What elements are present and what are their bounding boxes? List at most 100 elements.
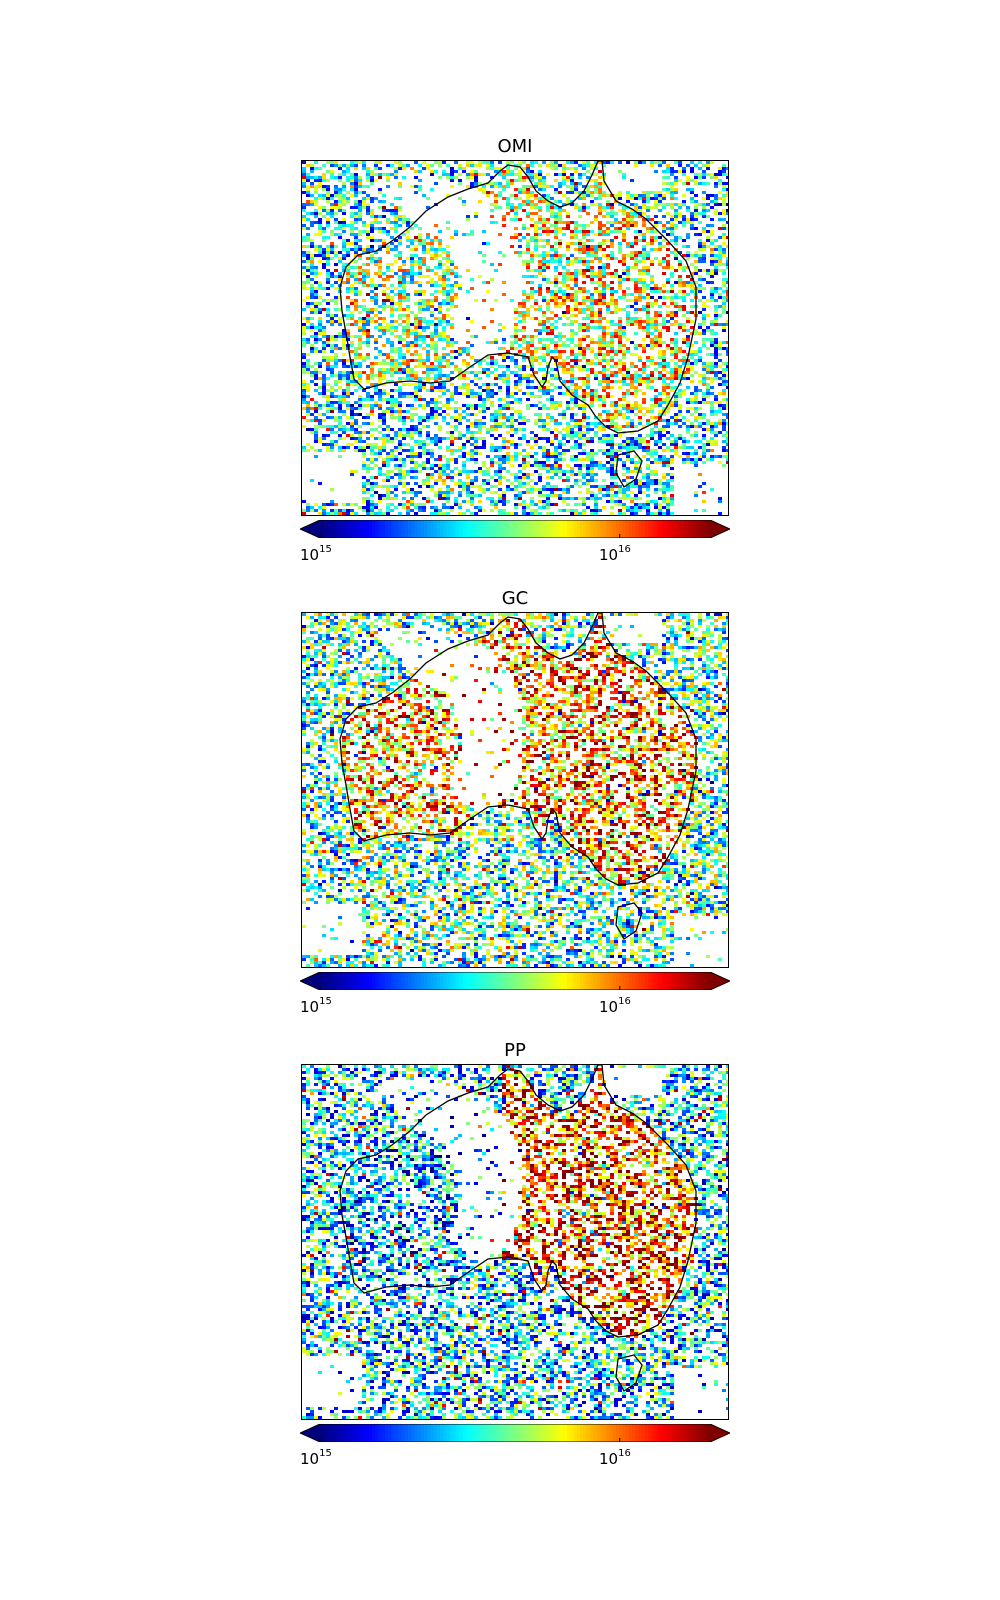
heatmap-cell <box>322 164 326 167</box>
heatmap-cell <box>706 326 710 329</box>
heatmap-cell <box>326 224 330 227</box>
heatmap-cell <box>482 281 486 284</box>
heatmap-cell <box>398 224 402 227</box>
heatmap-cell <box>574 419 578 422</box>
heatmap-cell <box>642 194 646 197</box>
heatmap-cell <box>554 341 558 344</box>
heatmap-cell <box>514 233 518 236</box>
heatmap-cell <box>722 170 726 173</box>
heatmap-cell <box>662 359 666 362</box>
heatmap-cell <box>502 341 506 344</box>
heatmap-cell <box>654 440 658 443</box>
heatmap-cell <box>702 176 706 179</box>
heatmap-cell <box>594 353 598 356</box>
heatmap-cell <box>366 206 370 209</box>
heatmap-cell <box>486 242 490 245</box>
heatmap-cell <box>610 320 614 323</box>
heatmap-cell <box>602 377 606 380</box>
heatmap-cell <box>458 377 462 380</box>
heatmap-cell <box>306 176 310 179</box>
heatmap-cell <box>306 278 310 281</box>
heatmap-cell <box>714 266 718 269</box>
heatmap-cell <box>442 335 446 338</box>
heatmap-cell <box>510 395 514 398</box>
heatmap-cell <box>522 176 526 179</box>
heatmap-cell <box>362 398 366 401</box>
heatmap-cell <box>450 287 454 290</box>
heatmap-cell <box>502 338 506 341</box>
heatmap-cell <box>682 254 686 257</box>
heatmap-cell <box>542 320 546 323</box>
heatmap-cell <box>622 425 626 428</box>
heatmap-cell <box>578 248 582 251</box>
heatmap-cell <box>690 281 694 284</box>
heatmap-cell <box>422 251 426 254</box>
heatmap-cell <box>574 365 578 368</box>
heatmap-cell <box>458 437 462 440</box>
heatmap-cell <box>466 350 470 353</box>
heatmap-cell <box>582 338 586 341</box>
heatmap-cell <box>382 284 386 287</box>
heatmap-cell <box>618 344 622 347</box>
heatmap-cell <box>554 320 558 323</box>
heatmap-cell <box>358 434 362 437</box>
heatmap-cell <box>614 272 618 275</box>
heatmap-cell <box>402 290 406 293</box>
heatmap-cell <box>570 395 574 398</box>
heatmap-cell <box>590 389 594 392</box>
heatmap-cell <box>674 257 678 260</box>
heatmap-cell <box>530 437 534 440</box>
heatmap-cell <box>534 359 538 362</box>
heatmap-cell <box>710 371 714 374</box>
heatmap-cell <box>406 392 410 395</box>
heatmap-cell <box>562 314 566 317</box>
heatmap-cell <box>570 182 574 185</box>
heatmap-cell <box>674 320 678 323</box>
heatmap-cell <box>550 329 554 332</box>
heatmap-cell <box>386 296 390 299</box>
heatmap-cell <box>546 206 550 209</box>
heatmap-cell <box>414 314 418 317</box>
heatmap-cell <box>638 206 642 209</box>
heatmap-cell <box>338 164 342 167</box>
heatmap-cell <box>334 359 338 362</box>
heatmap-cell <box>702 164 706 167</box>
heatmap-cell <box>430 362 434 365</box>
heatmap-cell <box>490 383 494 386</box>
heatmap-cell <box>378 239 382 242</box>
heatmap-cell <box>398 257 402 260</box>
heatmap-cell <box>494 338 498 341</box>
heatmap-cell <box>706 164 710 167</box>
heatmap-cell <box>630 407 634 410</box>
heatmap-cell <box>446 404 450 407</box>
heatmap-cell <box>418 275 422 278</box>
heatmap-cell <box>558 239 562 242</box>
heatmap-cell <box>394 170 398 173</box>
heatmap-cell <box>374 227 378 230</box>
heatmap-cell <box>334 191 338 194</box>
heatmap-cell <box>362 269 366 272</box>
heatmap-cell <box>662 323 666 326</box>
heatmap-cell <box>662 383 666 386</box>
heatmap-cell <box>562 275 566 278</box>
heatmap-cell <box>658 311 662 314</box>
heatmap-cell <box>566 296 570 299</box>
heatmap-cell <box>394 320 398 323</box>
heatmap-cell <box>314 374 318 377</box>
heatmap-cell <box>494 185 498 188</box>
heatmap-cell <box>506 404 510 407</box>
heatmap-cell <box>362 341 366 344</box>
heatmap-cell <box>346 251 350 254</box>
heatmap-cell <box>306 317 310 320</box>
heatmap-cell <box>530 257 534 260</box>
heatmap-cell <box>310 347 314 350</box>
heatmap-cell <box>630 317 634 320</box>
heatmap-cell <box>354 200 358 203</box>
heatmap-cell <box>466 404 470 407</box>
heatmap-cell <box>330 203 334 206</box>
heatmap-cell <box>662 386 666 389</box>
heatmap-cell <box>670 194 674 197</box>
heatmap-cell <box>390 365 394 368</box>
heatmap-cell <box>310 245 314 248</box>
heatmap-cell <box>358 413 362 416</box>
